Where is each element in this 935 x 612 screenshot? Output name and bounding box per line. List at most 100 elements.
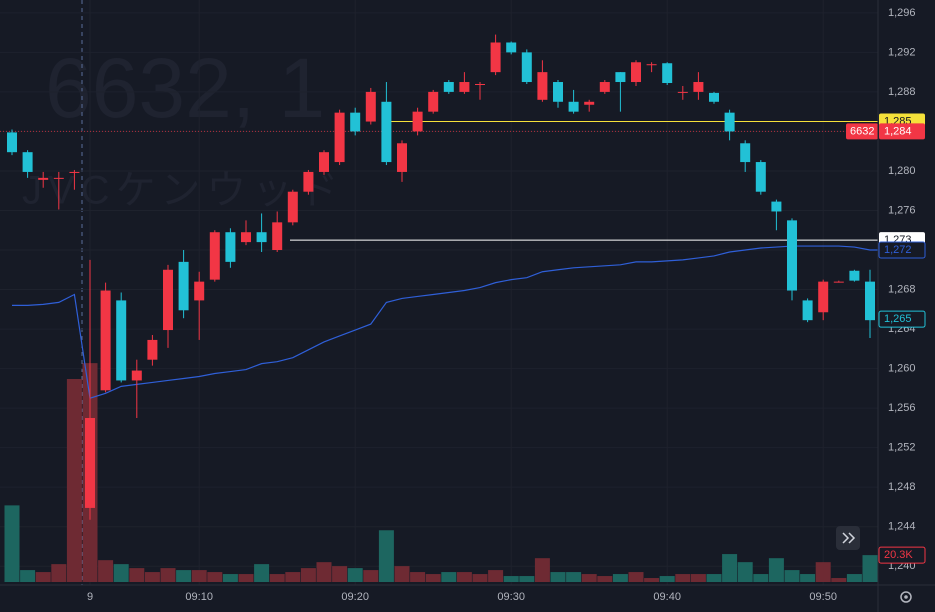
volume-bar [66, 379, 82, 582]
volume-bar [722, 554, 738, 582]
candle-body [553, 82, 563, 102]
candle-body [709, 92, 719, 102]
volume-bar [550, 572, 566, 582]
price-tag-bg [878, 310, 926, 328]
candle-body [724, 112, 735, 132]
volume-bar [612, 574, 628, 582]
volume-bar [176, 570, 192, 582]
y-tick-label: 1,280 [888, 165, 916, 177]
candle-body [755, 162, 766, 192]
volume-bar [737, 562, 753, 582]
volume-tag: 20.3K [884, 549, 913, 561]
x-tick-label: 09:10 [185, 591, 213, 603]
candle-body [818, 281, 829, 313]
y-tick-label: 1,248 [888, 481, 916, 493]
y-tick-label: 1,292 [888, 46, 916, 58]
volume-bar [20, 570, 36, 582]
volume-bar [784, 570, 800, 582]
candle-body [646, 64, 657, 66]
y-tick-label: 1,256 [888, 402, 916, 414]
volume-bar [332, 566, 348, 582]
candle-body [178, 261, 189, 311]
candle-body [397, 143, 407, 172]
x-tick-label: 9 [87, 591, 93, 603]
volume-bar [300, 568, 316, 582]
x-tick-label: 09:40 [653, 591, 681, 603]
volume-bar [98, 560, 114, 582]
volume-bar [534, 558, 550, 582]
candle-body [194, 281, 205, 301]
volume-bar [831, 578, 847, 582]
candle-body [599, 82, 610, 92]
x-tick-label: 09:50 [809, 591, 837, 603]
volume-bar [269, 574, 285, 582]
volume-bar [503, 576, 519, 582]
volume-bar [144, 572, 160, 582]
volume-bar [51, 564, 67, 582]
candle-body [100, 290, 111, 391]
symbol-tag: 6632 [850, 125, 874, 137]
candle-body [537, 72, 548, 100]
scroll-button[interactable] [836, 526, 860, 550]
y-tick-label: 1,260 [888, 362, 916, 374]
candle-body [381, 101, 392, 163]
price-label-bg [879, 123, 925, 140]
candle-body [225, 232, 236, 262]
candle-body [272, 222, 283, 251]
volume-bar [597, 576, 613, 582]
candle-body [412, 111, 423, 132]
volume-bar [519, 576, 535, 582]
candle-body [163, 269, 173, 331]
volume-bar [675, 574, 691, 582]
candle-body [693, 82, 704, 92]
volume-bar [488, 570, 504, 582]
candle-body [256, 232, 267, 243]
volume-bar [4, 505, 20, 582]
volume-bar [347, 568, 363, 582]
candle-body [241, 232, 251, 243]
price-label: 1,284 [884, 125, 912, 137]
price-tag-bg [878, 241, 926, 259]
candle-body [475, 83, 485, 85]
candle-body [615, 72, 626, 83]
volume-bar [410, 572, 426, 582]
price-tag: 1,272 [884, 244, 912, 256]
x-tick-label: 09:20 [341, 591, 369, 603]
volume-bar [113, 564, 129, 582]
candle-body [147, 339, 158, 360]
volume-bar [35, 572, 51, 582]
candle-body [85, 417, 95, 508]
y-tick-label: 1,244 [888, 521, 916, 533]
volume-bar [628, 572, 644, 582]
volume-bar [659, 576, 675, 582]
volume-bar [581, 574, 597, 582]
volume-bar [160, 568, 176, 582]
settings-button[interactable] [900, 591, 912, 603]
volume-bar [222, 574, 238, 582]
volume-tag-bg [878, 546, 926, 564]
candle-body [506, 42, 517, 53]
candle-body [428, 91, 439, 112]
candle-body [662, 63, 673, 84]
volume-bar [378, 530, 394, 582]
candle-body [802, 300, 813, 321]
candle-body [7, 132, 17, 153]
volume-bar [238, 574, 254, 582]
candle-body [631, 62, 641, 83]
candle-body [319, 152, 329, 172]
y-tick-label: 1,268 [888, 283, 916, 295]
volume-bar [706, 574, 722, 582]
candle-body [740, 143, 751, 163]
candle-body [53, 177, 64, 179]
volume-bar [815, 562, 831, 582]
volume-bar [285, 572, 301, 582]
candle-body [771, 201, 782, 212]
volume-bar [690, 574, 706, 582]
candle-body [287, 191, 298, 223]
candle-body [334, 112, 345, 163]
volume-bar [363, 570, 379, 582]
candle-body [22, 152, 33, 172]
